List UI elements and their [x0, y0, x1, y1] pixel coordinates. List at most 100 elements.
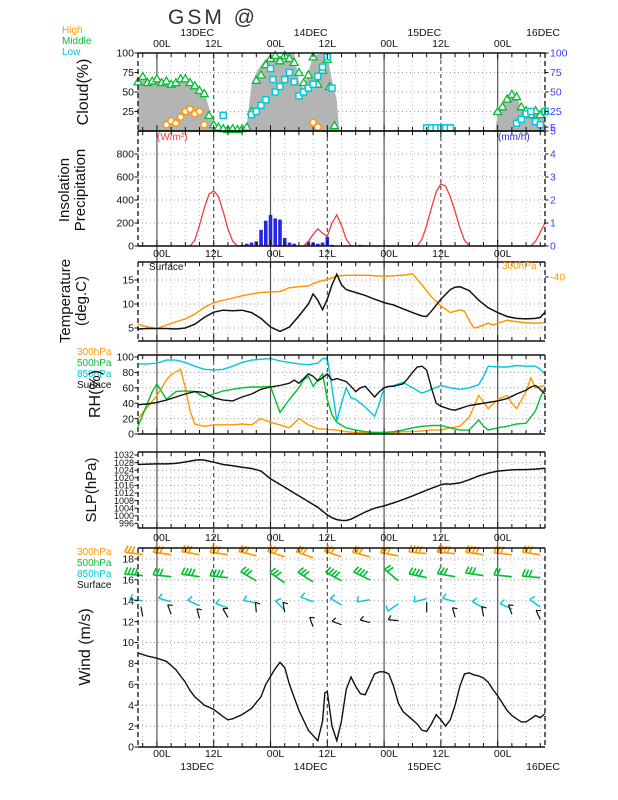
wind-barb-850hpa [441, 593, 456, 603]
low-cloud-marker [269, 75, 277, 84]
date-label: 14DEC [294, 27, 328, 39]
precip-right-tick: 3 [550, 172, 556, 184]
temp-300hpa-line [137, 272, 546, 330]
cloud-left-tick: 25 [122, 106, 134, 118]
hour-label-00l: 00L [153, 748, 171, 760]
wind-barb-500hpa [152, 567, 172, 578]
rh-left-tick: 60 [122, 382, 134, 394]
wind-barb-850hpa [413, 595, 427, 603]
precip-right-tick: 2 [550, 195, 556, 207]
slp-line [137, 459, 546, 522]
wind-barb-300hpa [521, 545, 541, 556]
wind-barb-surface [196, 608, 202, 619]
wind-legend-500hpa: 500hPa [77, 558, 112, 569]
wind-barb-850hpa [215, 598, 229, 609]
cloud-legend-middle: Middle [62, 36, 92, 47]
cloud-right-tick: 100 [550, 48, 568, 60]
wind-axis-title: Wind (m/s) [77, 608, 94, 686]
wind-barb-300hpa [493, 545, 512, 556]
slp-left-tick: 1000 [114, 511, 134, 521]
slp-left-tick: 996 [119, 519, 134, 529]
rh-left-tick: 40 [122, 398, 134, 410]
middle-cloud-marker [497, 101, 508, 111]
page-title: GSM @ [168, 6, 258, 29]
date-label: 14DEC [294, 761, 328, 773]
middle-cloud-marker [506, 89, 517, 98]
panel-slp [137, 459, 546, 522]
hour-label-12l: 12L [319, 38, 337, 50]
hour-label-00l: 00L [153, 38, 171, 50]
precip-bar [268, 214, 273, 246]
low-cloud-marker [328, 84, 336, 92]
wind-barb-850hpa [385, 603, 399, 612]
insolation-axis-title-line2: Precipitation [72, 148, 89, 232]
middle-cloud-marker [289, 57, 300, 67]
high-cloud-marker [200, 120, 209, 129]
hour-label-00l: 00L [267, 748, 285, 760]
temperature-axis-title-line1: Temperature [57, 258, 74, 344]
wind-left-tick: 2 [128, 721, 134, 733]
temp-right-tick: -40 [550, 272, 565, 284]
grid-minor [138, 53, 545, 747]
slp-left-tick: 1004 [114, 503, 134, 513]
cloud-legend-high: High [62, 25, 83, 36]
panel-cloud [132, 50, 551, 134]
cloud-right-tick: 75 [550, 67, 562, 79]
rh-legend-500hpa: 500hPa [77, 358, 112, 369]
middle-cloud-marker [255, 69, 267, 79]
wind-barb-surface [222, 607, 229, 618]
insolation-left-tick: 200 [116, 218, 134, 230]
cloud-right-tick: 50 [550, 87, 562, 99]
wind-left-tick: 14 [122, 595, 134, 607]
hour-label-00l: 00L [494, 248, 512, 260]
middle-cloud-marker [516, 101, 527, 111]
hour-label-00l: 00L [494, 532, 512, 544]
wind-barb-500hpa [325, 566, 342, 582]
rh-legend: 300hPa 500hPa 850hPa Surface [77, 347, 111, 391]
cloud-legend: High Middle Low [62, 25, 91, 58]
insolation-left-tick: 600 [116, 172, 134, 184]
wind-barb-surface [140, 606, 144, 617]
temp-left-tick: 10 [122, 299, 134, 311]
insolation-unit-label: (W/m²) [157, 132, 188, 143]
hour-label-12l: 12L [319, 748, 337, 760]
slp-left-tick: 1028 [114, 458, 134, 468]
insolation-axis-title-line1: Insolation [56, 157, 73, 223]
high-cloud-marker [176, 113, 185, 121]
middle-cloud-marker [274, 55, 286, 65]
low-cloud-marker [536, 121, 545, 129]
rh-axis-title: RH(%) [87, 370, 104, 418]
cloud-right-tick: 25 [550, 106, 562, 118]
hour-label-12l: 12L [432, 748, 450, 760]
wind-left-tick: 10 [122, 637, 134, 649]
wind-barb-surface [535, 609, 542, 620]
wind-barb-500hpa [124, 566, 143, 577]
middle-cloud-marker [189, 80, 200, 90]
wind-left-tick: 0 [128, 742, 134, 754]
rh-line-850hpa [138, 357, 546, 422]
wind-barb-500hpa [269, 567, 286, 584]
low-cloud-marker [280, 75, 289, 84]
middle-cloud-marker [137, 71, 148, 81]
wind-barb-850hpa [329, 594, 342, 606]
cloud-axis-title: Cloud(%) [75, 58, 92, 126]
middle-cloud-marker [270, 50, 281, 59]
low-cloud-marker [299, 88, 308, 96]
middle-cloud-marker [511, 91, 522, 101]
hour-label-00l: 00L [267, 38, 285, 50]
slp-left-tick: 1012 [114, 488, 134, 498]
wind-barb-300hpa [436, 545, 456, 555]
precip-right-tick: 1 [550, 218, 556, 230]
wind-barb-surface [167, 604, 173, 615]
precip-right-tick: 0 [550, 241, 556, 253]
precip-bar [278, 219, 282, 246]
middle-cloud-marker [492, 106, 503, 116]
wind-barb-300hpa [124, 545, 143, 556]
wind-barb-850hpa [356, 596, 371, 603]
date-label: 15DEC [407, 761, 441, 773]
slp-left-tick: 1024 [114, 465, 134, 475]
low-cloud-marker [314, 72, 322, 81]
wind-barb-850hpa [471, 597, 484, 609]
